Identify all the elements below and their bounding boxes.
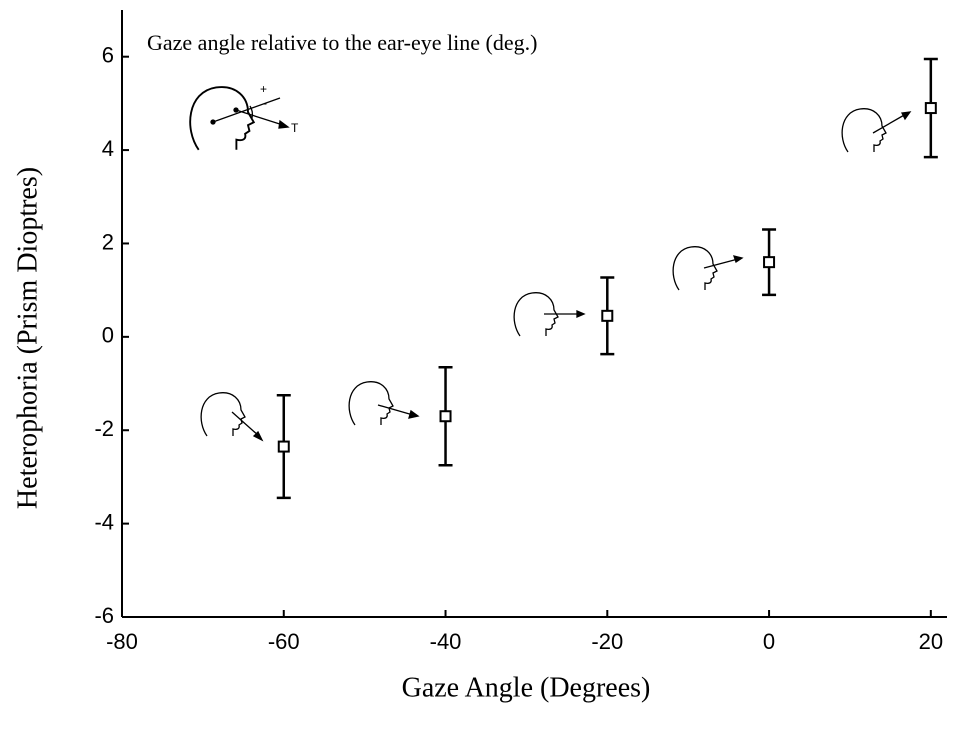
marker	[926, 103, 936, 113]
diagram-label: -	[263, 96, 267, 110]
x-tick-label: -20	[591, 629, 623, 654]
x-tick-label: -60	[268, 629, 300, 654]
y-axis-title: Heterophoria (Prism Dioptres)	[12, 167, 43, 509]
marker	[764, 257, 774, 267]
x-tick-label: 0	[763, 629, 775, 654]
y-tick-label: -4	[94, 509, 114, 534]
diagram-label: +	[260, 82, 267, 96]
y-tick-label: -6	[94, 603, 114, 628]
y-tick-label: 4	[102, 136, 114, 161]
annotation: Gaze angle relative to the ear-eye line …	[147, 30, 537, 55]
y-tick-label: -2	[94, 416, 114, 441]
y-tick-label: 2	[102, 229, 114, 254]
diagram-label: T	[291, 121, 299, 135]
x-axis-title: Gaze Angle (Degrees)	[402, 672, 651, 703]
x-tick-label: -40	[430, 629, 462, 654]
y-tick-label: 6	[102, 43, 114, 68]
marker	[602, 311, 612, 321]
y-tick-label: 0	[102, 323, 114, 348]
marker	[279, 442, 289, 452]
x-tick-label: -80	[106, 629, 138, 654]
chart: + - T Gaze angle relative to the ear-eye…	[0, 0, 953, 729]
x-tick-label: 20	[919, 629, 943, 654]
head-icons	[190, 87, 910, 440]
page: {"chart_data": {"type": "scatter", "x_la…	[0, 0, 953, 729]
marker	[441, 411, 451, 421]
